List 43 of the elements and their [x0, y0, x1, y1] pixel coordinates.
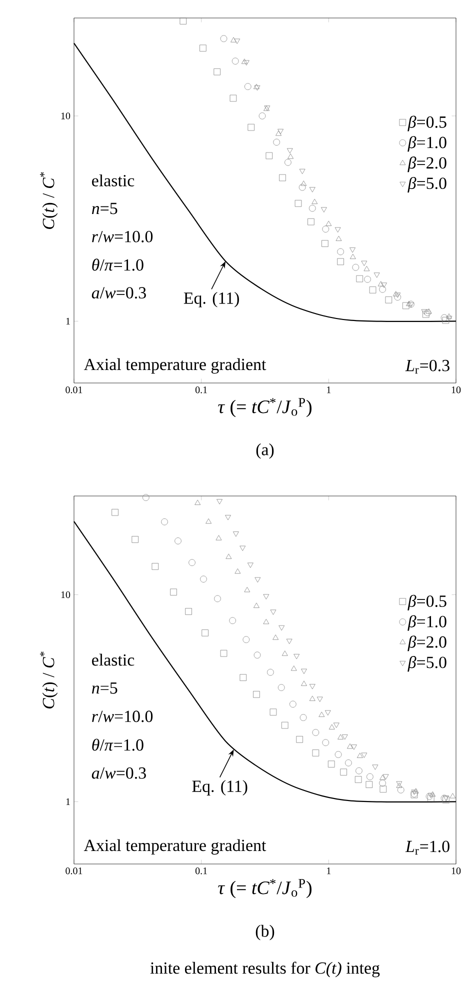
x-tick-label: 0.01: [66, 868, 82, 874]
text: (a): [256, 443, 274, 459]
annotation: r/w=10.0: [92, 230, 153, 242]
legend-label: β=0.5: [408, 594, 446, 610]
x-tick-label: 1: [327, 386, 331, 394]
text: inite element results for C(t) integ: [150, 962, 380, 978]
legend-label: β=5.0: [408, 656, 446, 672]
annotation: a/w=0.3: [92, 287, 146, 299]
annotation: L$_{r}$=1.0: [405, 840, 450, 855]
annotation: Eq. (11): [184, 292, 239, 308]
legend-label: β=5.0: [408, 176, 446, 192]
legend-label: β=0.5: [408, 116, 446, 132]
annotation: L$_{r}$=0.3: [405, 360, 450, 374]
x-tick-label: 1: [327, 868, 331, 874]
text: τ (= tC$^{*}$/J$_{o}$$^{P}$): [218, 879, 312, 898]
annotation: θ/π=1.0: [92, 258, 144, 271]
y-axis-title: C(t) / C$^{*}$: [40, 652, 58, 708]
y-tick-label: 10: [61, 591, 70, 598]
annotation: θ/π=1.0: [92, 738, 144, 751]
legend-label: β=2.0: [408, 636, 446, 652]
x-tick-label: 10: [452, 386, 461, 394]
annotation: elastic: [92, 174, 134, 186]
x-tick-label: 10: [452, 868, 461, 874]
legend-label: β=1.0: [408, 615, 446, 631]
x-tick-label: 0.01: [66, 386, 82, 394]
x-tick-label: 0.1: [195, 868, 207, 874]
y-tick-label: 1: [66, 318, 70, 324]
x-tick-label: 0.1: [195, 386, 207, 394]
annotation: n=5: [92, 202, 118, 214]
y-tick-label: 10: [61, 112, 70, 120]
annotation: Eq. (11): [192, 780, 248, 796]
annotation: a/w=0.3: [92, 767, 146, 779]
y-axis-title: C(t) / C$^{*}$: [40, 172, 58, 229]
legend-label: β=1.0: [408, 136, 446, 152]
annotation: n=5: [92, 682, 118, 694]
y-tick-label: 1: [66, 798, 70, 805]
text: τ (= tC$^{*}$/J$_{o}$$^{P}$): [218, 398, 312, 418]
text: (b): [256, 924, 274, 940]
annotation: Axial temperature gradient: [84, 839, 266, 855]
legend-label: β=2.0: [408, 156, 446, 172]
annotation: elastic: [92, 654, 134, 666]
annotation: Axial temperature gradient: [84, 358, 266, 374]
annotation: r/w=10.0: [92, 710, 153, 722]
